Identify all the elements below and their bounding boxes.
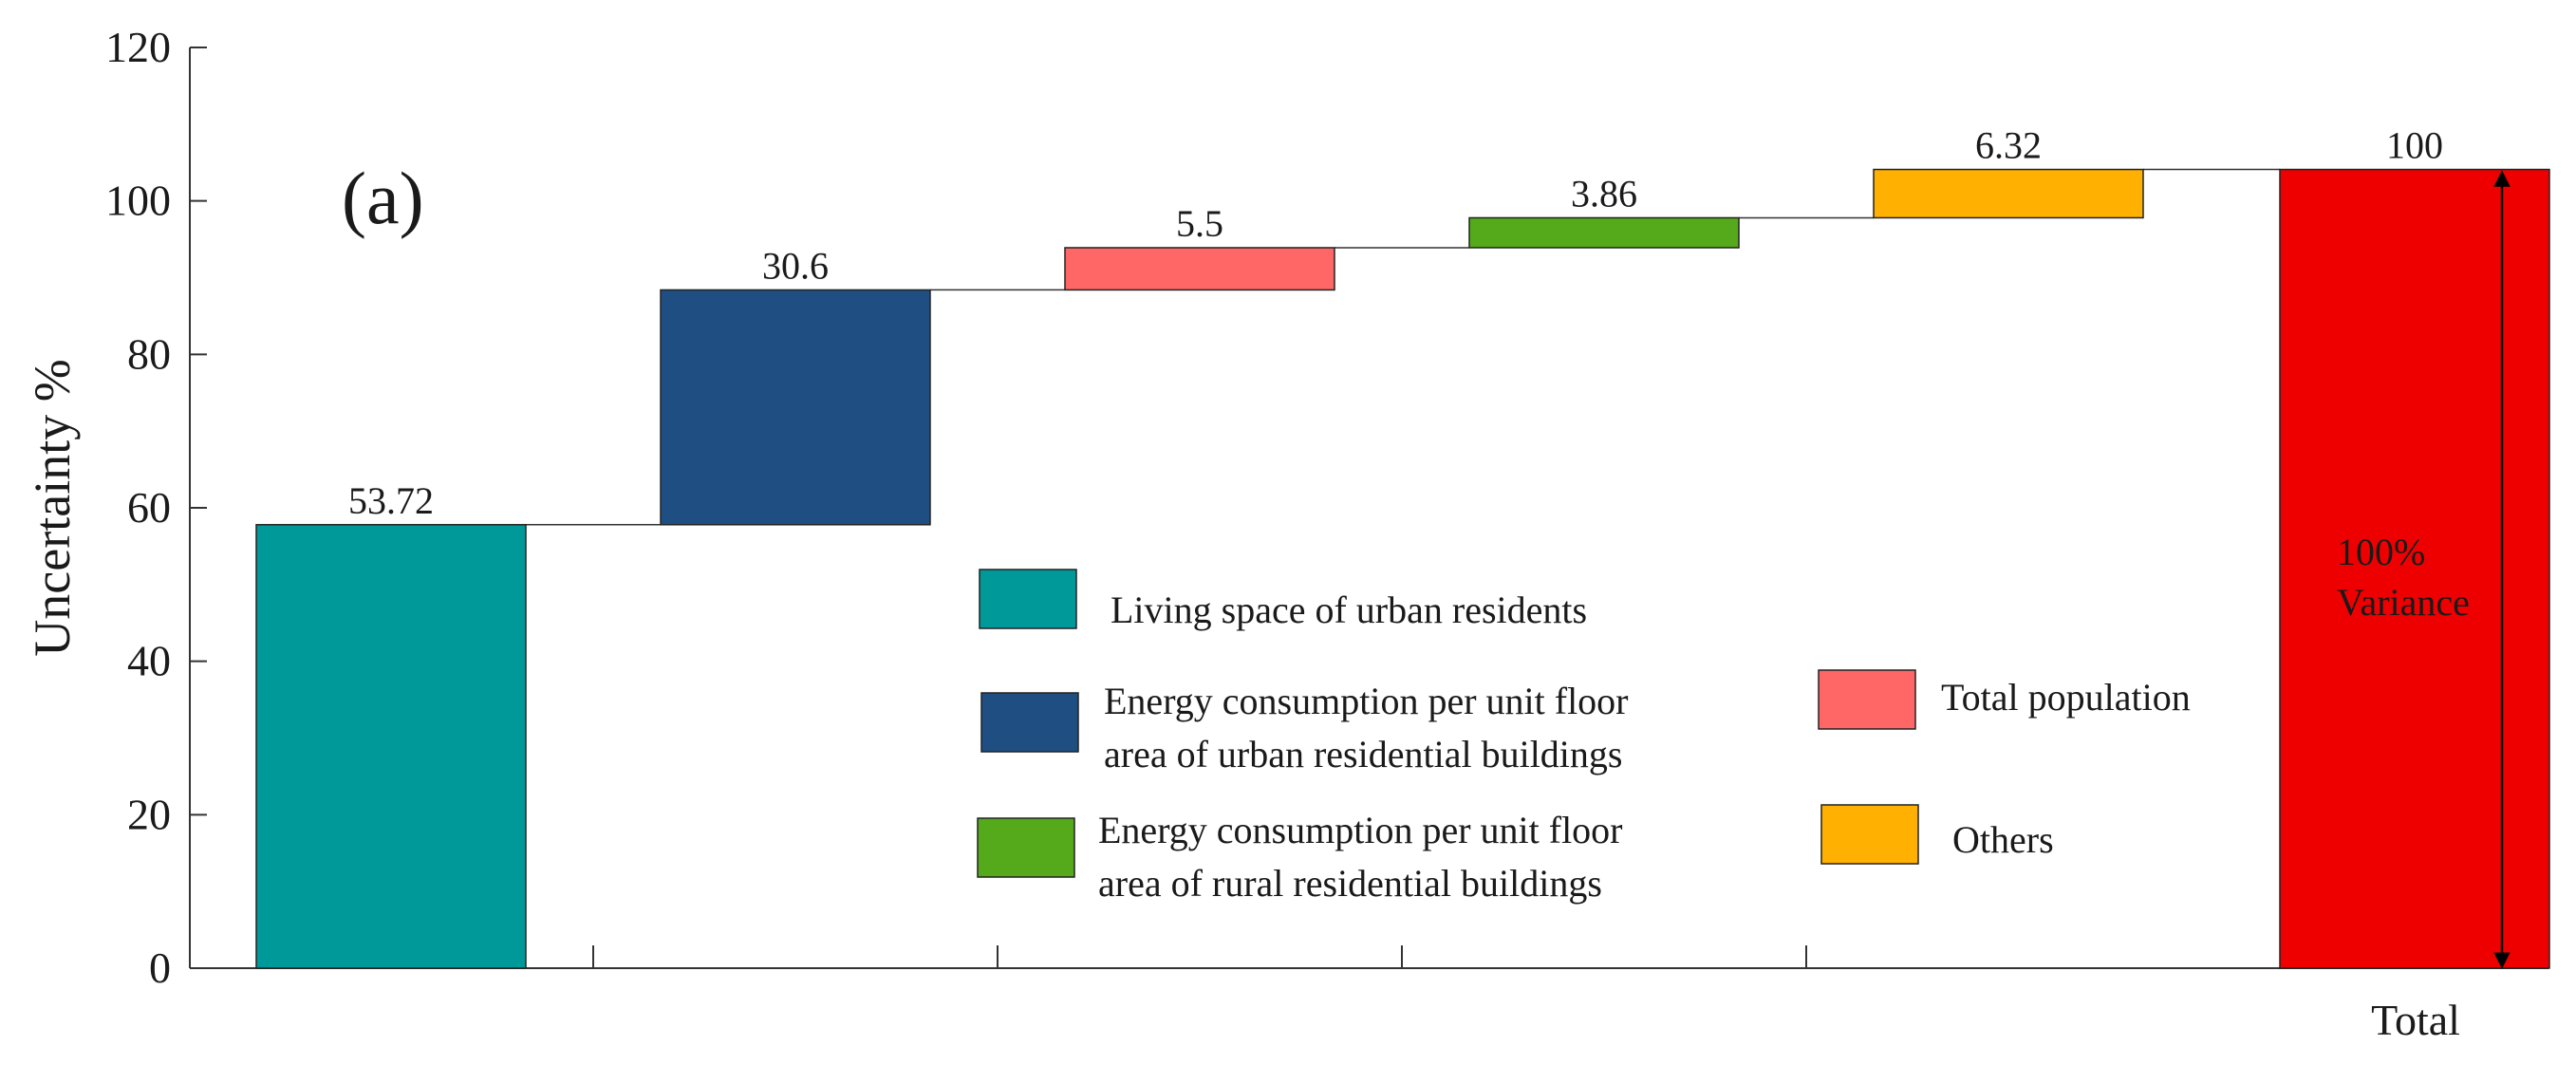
- bar-step: [1468, 216, 1740, 249]
- y-tick-label: 120: [105, 23, 171, 71]
- legend-label: Others: [1952, 818, 2054, 861]
- legend-label: Energy consumption per unit floor: [1098, 809, 1623, 851]
- legend: Living space of urban residents Energy co…: [977, 569, 2191, 905]
- legend-label: Living space of urban residents: [1111, 589, 1587, 631]
- legend-label: area of urban residential buildings: [1104, 733, 1622, 775]
- y-tick-label: 40: [127, 637, 171, 685]
- variance-word: Variance: [2337, 581, 2470, 624]
- legend-swatch: [1818, 669, 1916, 730]
- bar-value-label: 100: [2386, 124, 2443, 167]
- bar-value-label: 3.86: [1571, 172, 1637, 215]
- bar-value-label: 5.5: [1176, 202, 1223, 245]
- bar-step: [1873, 168, 2144, 219]
- x-ticks: [592, 945, 1807, 968]
- bar-value-label: 30.6: [762, 244, 829, 287]
- legend-label: Energy consumption per unit floor: [1104, 680, 1629, 722]
- variance-annotation: 100% Variance: [2337, 170, 2511, 969]
- y-tick-label: 80: [127, 329, 171, 378]
- bar-value-label: 53.72: [348, 479, 434, 522]
- bar-value-label: 6.32: [1975, 124, 2042, 167]
- bar-step: [1064, 247, 1335, 291]
- variance-percent: 100%: [2337, 531, 2425, 573]
- connector-lines: [526, 168, 2280, 526]
- y-tick-label: 100: [105, 177, 171, 225]
- panel-label: (a): [342, 157, 424, 239]
- y-tick-label: 0: [149, 944, 171, 992]
- y-axis-title: Uncertainty %: [24, 359, 81, 656]
- legend-label: Total population: [1941, 676, 2191, 719]
- bar-step: [255, 524, 527, 969]
- legend-swatch: [977, 817, 1075, 878]
- y-tick-label: 20: [127, 790, 171, 838]
- data-labels: 53.72 30.6 5.5 3.86 6.32 100: [348, 124, 2443, 522]
- bar-step: [660, 289, 931, 526]
- legend-swatch: [979, 569, 1077, 629]
- y-tick-label: 60: [127, 483, 171, 532]
- legend-label: area of rural residential buildings: [1098, 862, 1602, 905]
- legend-swatch: [1820, 804, 1919, 865]
- legend-swatch: [980, 692, 1079, 753]
- y-ticks: 0 20 40 60 80 100 120: [105, 23, 207, 992]
- total-category-label: Total: [2371, 996, 2460, 1044]
